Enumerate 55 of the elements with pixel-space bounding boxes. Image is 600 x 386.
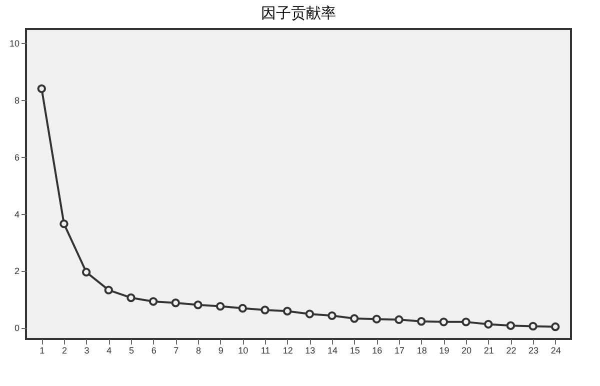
x-tick-label: 1 xyxy=(40,346,45,356)
point xyxy=(238,304,248,313)
point xyxy=(60,219,68,228)
point xyxy=(216,302,225,311)
point xyxy=(148,297,158,306)
point xyxy=(194,300,202,310)
y-tick-label: 2 xyxy=(14,266,20,276)
point xyxy=(350,314,359,323)
point xyxy=(305,310,314,318)
point xyxy=(126,293,136,302)
point xyxy=(439,318,448,326)
x-tick-label: 17 xyxy=(394,346,405,356)
point xyxy=(394,315,404,324)
point xyxy=(104,286,113,294)
point xyxy=(506,321,516,330)
point xyxy=(528,322,538,331)
x-tick-label: 14 xyxy=(327,346,338,356)
point xyxy=(282,306,292,316)
x-tick-label: 16 xyxy=(372,346,382,356)
x-tick-label: 8 xyxy=(196,346,201,356)
y-tick-label: 8 xyxy=(14,96,20,106)
x-tick-label: 22 xyxy=(506,346,516,356)
y-tick-label: 4 xyxy=(14,209,20,220)
point xyxy=(328,311,336,320)
x-tick-label: 3 xyxy=(84,346,90,356)
x-tick-label: 5 xyxy=(128,346,134,356)
point xyxy=(260,306,270,314)
point xyxy=(416,317,426,326)
x-tick-label: 20 xyxy=(462,346,472,356)
point xyxy=(37,84,46,94)
point xyxy=(82,268,91,277)
point xyxy=(462,318,470,326)
x-tick-label: 21 xyxy=(484,346,494,356)
chart-title: 因子贡献率 xyxy=(261,4,336,22)
point xyxy=(484,320,493,329)
point xyxy=(171,298,180,308)
y-tick-label: 6 xyxy=(14,152,20,162)
x-tick-label: 4 xyxy=(106,346,112,356)
x-tick-label: 24 xyxy=(550,346,561,356)
x-tick-label: 6 xyxy=(151,346,156,356)
x-tick-label: 18 xyxy=(416,346,427,356)
x-tick-label: 10 xyxy=(238,346,248,356)
x-tick-label: 11 xyxy=(260,346,270,356)
x-tick-label: 13 xyxy=(305,346,316,356)
y-tick-label: 0 xyxy=(14,323,20,334)
point xyxy=(551,322,560,332)
x-tick-label: 2 xyxy=(62,346,67,356)
y-tick-label: 10 xyxy=(9,38,20,49)
x-tick-label: 9 xyxy=(218,346,224,356)
x-tick-label: 23 xyxy=(528,346,539,356)
x-tick-label: 15 xyxy=(350,346,360,356)
point xyxy=(372,314,382,324)
x-tick-label: 12 xyxy=(282,346,293,356)
x-tick-label: 19 xyxy=(439,346,450,356)
x-tick-label: 7 xyxy=(174,346,179,356)
